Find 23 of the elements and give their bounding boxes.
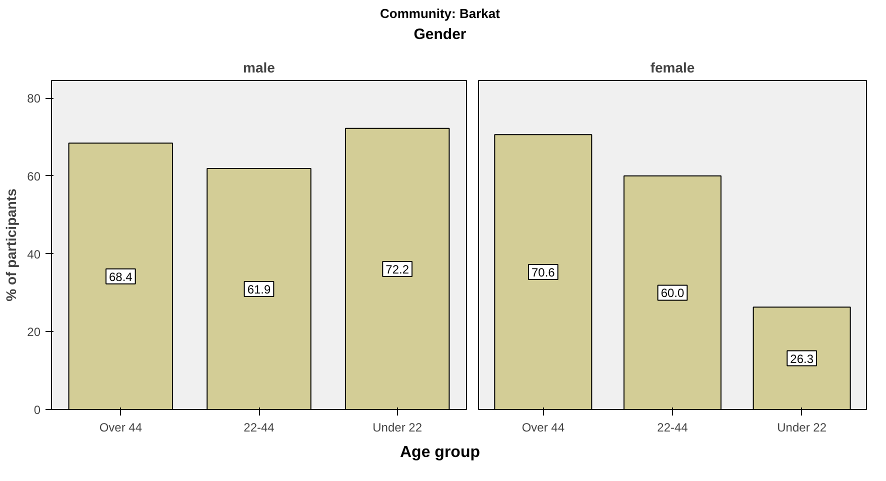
text: Community: Barkat: [380, 5, 500, 23]
y-axis-title: % of participants: [3, 188, 20, 302]
x-tick-label: Under 22: [372, 420, 422, 434]
x-tick-label: Over 44: [99, 420, 142, 434]
y-tick-label: 80: [27, 92, 41, 106]
y-tick-label: 20: [27, 325, 41, 340]
data-label: 70.6: [531, 266, 556, 280]
x-axis-title: Age group: [400, 443, 480, 463]
data-label: 26.3: [790, 352, 814, 366]
x-tick-label: Over 44: [522, 420, 565, 434]
y-tick-label: 0: [34, 403, 41, 417]
text: Gender: [412, 24, 468, 45]
y-tick-label: 40: [27, 247, 41, 262]
data-label: 72.2: [386, 262, 410, 276]
data-label: 68.4: [108, 270, 133, 284]
y-tick-label: 60: [27, 169, 41, 184]
chart-title: male: [243, 60, 276, 76]
x-tick-label: Under 22: [777, 420, 827, 434]
chart-title: female: [650, 60, 695, 76]
data-label: 61.9: [247, 282, 272, 296]
data-label: 60.0: [660, 286, 685, 300]
x-tick-label: 22-44: [244, 420, 275, 434]
x-tick-label: 22-44: [657, 420, 688, 434]
